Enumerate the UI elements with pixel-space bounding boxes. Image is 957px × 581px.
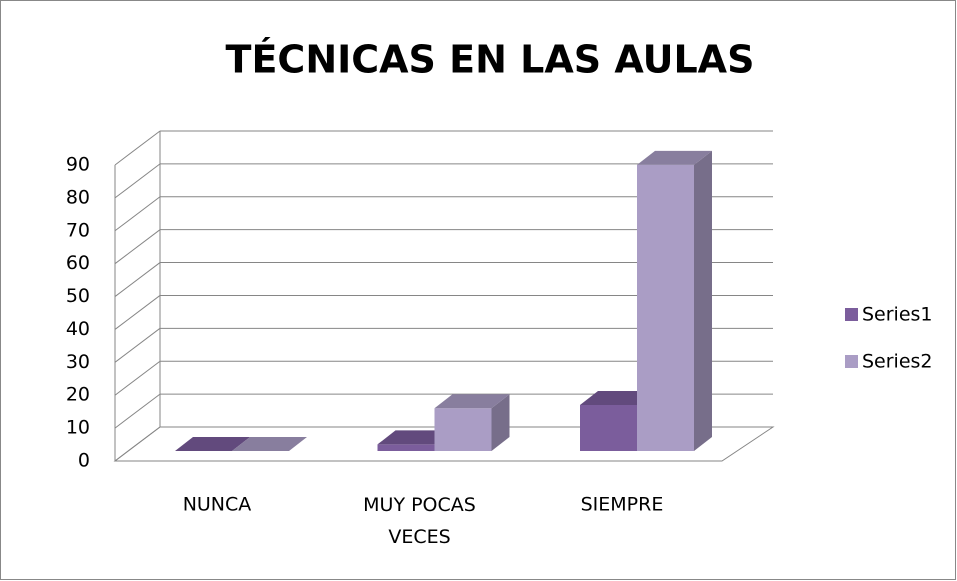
legend-swatch [845,308,858,321]
bar-side [491,394,510,451]
y-tick-label: 10 [66,417,90,439]
chart-title: TÉCNICAS EN LAS AULAS [226,38,755,82]
y-tick-label: 90 [66,154,90,176]
bar-top [580,390,655,405]
bar-top [637,150,712,165]
grid-line [114,262,161,297]
bar [637,164,694,451]
bar [377,444,435,451]
legend-swatch [845,355,858,368]
grid-line [114,360,161,396]
grid-line [114,130,161,166]
bar-side [694,150,712,451]
grid-line [114,426,161,462]
grid-line [114,295,161,330]
x-tick-label: MUY POCAS VECES [363,494,476,548]
y-tick-label: 20 [66,384,90,406]
legend-label: Series2 [862,351,933,373]
x-tick-label: SIEMPRE [581,494,664,516]
grid-line [114,163,161,199]
y-tick-label: 50 [66,285,90,307]
grid-line [114,229,161,265]
grid-line [114,196,161,232]
bar [434,408,492,451]
grid-line [114,327,161,363]
y-tick-label: 80 [66,186,90,208]
y-tick-label: 0 [78,450,90,472]
legend-label: Series1 [862,304,933,326]
y-tick-label: 60 [66,252,90,274]
bar-top [434,394,510,409]
y-tick-label: 40 [66,318,90,340]
grid-line [114,393,161,429]
y-tick-label: 30 [66,351,90,373]
y-tick-label: 70 [66,219,90,241]
bar-top [232,437,307,451]
bar [580,404,637,451]
bar-top [377,430,453,445]
bar-top [175,437,250,451]
x-tick-label: NUNCA [183,494,252,516]
